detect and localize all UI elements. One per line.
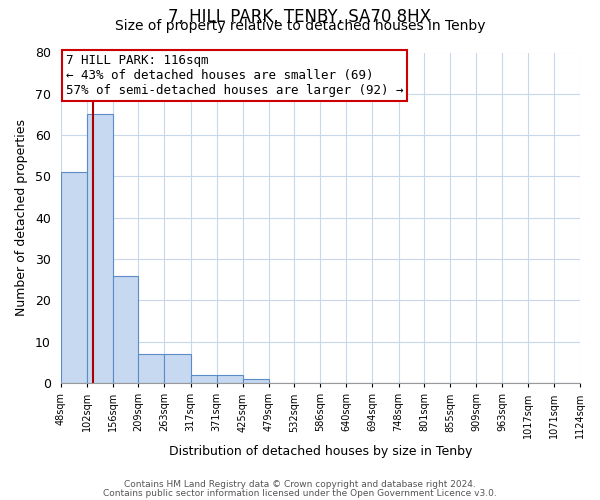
Text: 7, HILL PARK, TENBY, SA70 8HX: 7, HILL PARK, TENBY, SA70 8HX — [169, 8, 431, 26]
Bar — [217, 375, 242, 383]
Bar — [61, 172, 87, 383]
Bar — [242, 379, 269, 383]
Bar — [113, 276, 139, 383]
Bar — [164, 354, 191, 383]
Text: Size of property relative to detached houses in Tenby: Size of property relative to detached ho… — [115, 19, 485, 33]
Bar — [87, 114, 113, 383]
Text: 7 HILL PARK: 116sqm
← 43% of detached houses are smaller (69)
57% of semi-detach: 7 HILL PARK: 116sqm ← 43% of detached ho… — [66, 54, 403, 97]
X-axis label: Distribution of detached houses by size in Tenby: Distribution of detached houses by size … — [169, 444, 472, 458]
Text: Contains HM Land Registry data © Crown copyright and database right 2024.: Contains HM Land Registry data © Crown c… — [124, 480, 476, 489]
Text: Contains public sector information licensed under the Open Government Licence v3: Contains public sector information licen… — [103, 488, 497, 498]
Y-axis label: Number of detached properties: Number of detached properties — [15, 120, 28, 316]
Bar — [191, 375, 217, 383]
Bar — [139, 354, 164, 383]
